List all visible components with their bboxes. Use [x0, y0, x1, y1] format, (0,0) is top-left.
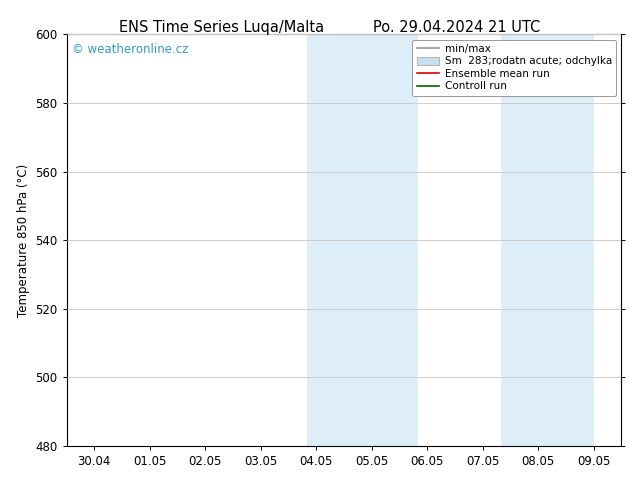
Text: Po. 29.04.2024 21 UTC: Po. 29.04.2024 21 UTC — [373, 20, 540, 35]
Legend: min/max, Sm  283;rodatn acute; odchylka, Ensemble mean run, Controll run: min/max, Sm 283;rodatn acute; odchylka, … — [412, 40, 616, 96]
Y-axis label: Temperature 850 hPa (°C): Temperature 850 hPa (°C) — [16, 164, 30, 317]
Bar — [501, 34, 593, 446]
Text: © weatheronline.cz: © weatheronline.cz — [72, 43, 188, 55]
Text: ENS Time Series Luqa/Malta: ENS Time Series Luqa/Malta — [119, 20, 325, 35]
Bar — [307, 34, 418, 446]
